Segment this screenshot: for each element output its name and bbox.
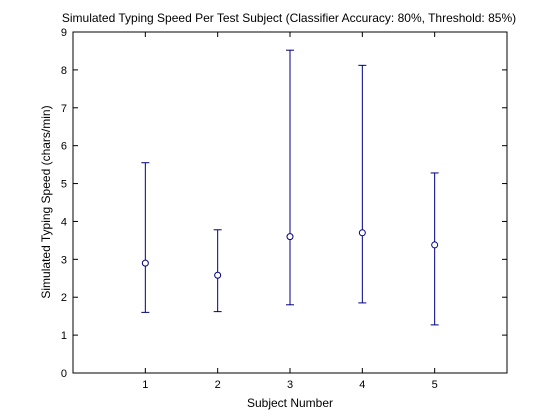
data-point-marker xyxy=(431,241,439,249)
y-tick-label: 9 xyxy=(61,27,67,39)
chart-title: Simulated Typing Speed Per Test Subject … xyxy=(62,11,516,25)
errorbar-point xyxy=(358,64,367,304)
y-axis-label: Simulated Typing Speed (chars/min) xyxy=(39,105,53,298)
y-tick-label: 1 xyxy=(61,330,67,342)
y-tick-label: 6 xyxy=(61,141,67,153)
y-tick-label: 2 xyxy=(61,292,67,304)
y-tick-label: 8 xyxy=(61,65,67,77)
y-axis-ticks: 0 1 2 3 4 5 6 7 8 9 xyxy=(61,27,507,380)
y-tick-label: 0 xyxy=(61,368,67,380)
data-point-marker xyxy=(214,271,222,279)
x-axis-label: Subject Number xyxy=(247,396,333,410)
x-tick-label: 1 xyxy=(142,379,148,391)
errorbar-point xyxy=(286,49,294,306)
errorbar-point xyxy=(430,172,439,326)
x-tick-label: 4 xyxy=(359,379,365,391)
x-tick-label: 3 xyxy=(287,379,293,391)
y-tick-label: 5 xyxy=(61,179,67,191)
y-tick-label: 4 xyxy=(61,216,67,228)
errorbar-point xyxy=(213,229,222,313)
y-tick-label: 7 xyxy=(61,103,67,115)
x-axis-ticks: 1 2 3 4 5 xyxy=(142,32,438,391)
x-tick-label: 2 xyxy=(215,379,221,391)
errorbar-point xyxy=(141,162,150,313)
data-point-marker xyxy=(358,229,366,237)
x-tick-label: 5 xyxy=(432,379,438,391)
y-tick-label: 3 xyxy=(61,254,67,266)
data-point-marker xyxy=(141,259,149,267)
data-series xyxy=(141,49,439,326)
data-point-marker xyxy=(286,233,294,241)
